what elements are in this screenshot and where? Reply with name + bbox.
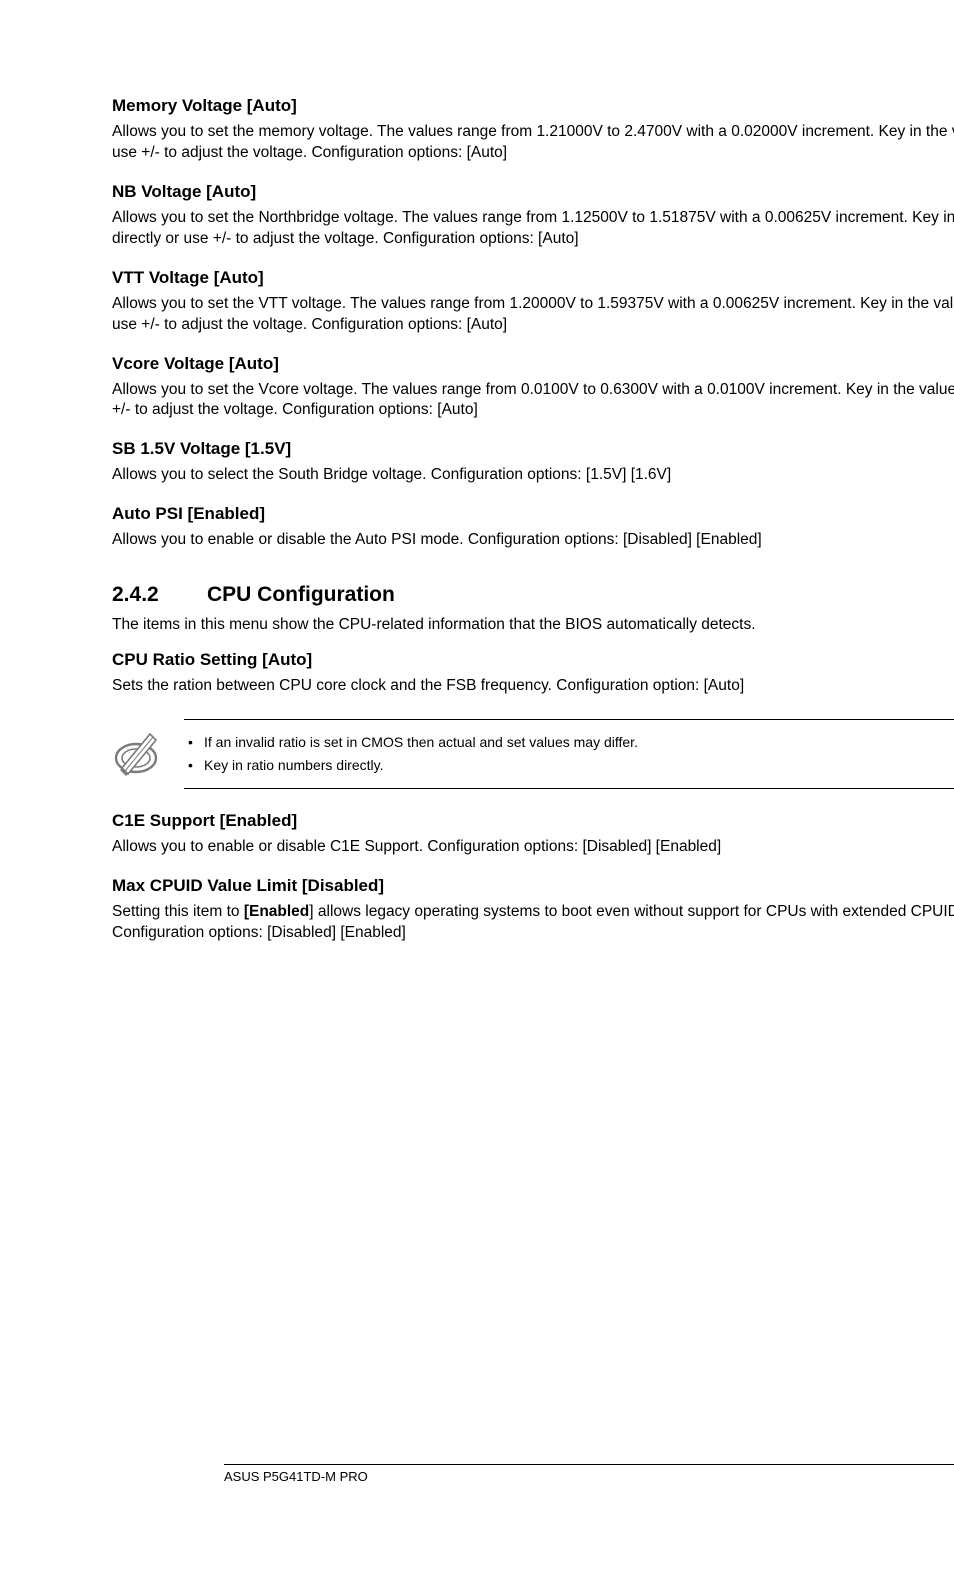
note-item: • Key in ratio numbers directly.: [184, 756, 954, 776]
note-text: If an invalid ratio is set in CMOS then …: [204, 733, 638, 753]
body-cpu-configuration: The items in this menu show the CPU-rela…: [112, 615, 954, 636]
section-vcore-voltage: Vcore Voltage [Auto] Allows you to set t…: [112, 354, 954, 422]
heading-vtt-voltage: VTT Voltage [Auto]: [112, 268, 954, 288]
section-cpu-configuration: 2.4.2CPU Configuration The items in this…: [112, 583, 954, 636]
heading-auto-psi: Auto PSI [Enabled]: [112, 504, 954, 524]
section-c1e-support: C1E Support [Enabled] Allows you to enab…: [112, 811, 954, 858]
bullet-icon: •: [184, 756, 204, 776]
heading-nb-voltage: NB Voltage [Auto]: [112, 182, 954, 202]
heading-title: CPU Configuration: [207, 583, 395, 606]
section-cpu-ratio: CPU Ratio Setting [Auto] Sets the ration…: [112, 650, 954, 697]
heading-number: 2.4.2: [112, 583, 207, 607]
heading-max-cpuid: Max CPUID Value Limit [Disabled]: [112, 876, 954, 896]
note-content: • If an invalid ratio is set in CMOS the…: [184, 719, 954, 789]
text-bold: [Enabled: [244, 903, 309, 920]
heading-c1e-support: C1E Support [Enabled]: [112, 811, 954, 831]
section-max-cpuid: Max CPUID Value Limit [Disabled] Setting…: [112, 876, 954, 944]
body-nb-voltage: Allows you to set the Northbridge voltag…: [112, 208, 954, 250]
section-sb-voltage: SB 1.5V Voltage [1.5V] Allows you to sel…: [112, 439, 954, 486]
page-footer: ASUS P5G41TD-M PRO 2-11: [224, 1464, 954, 1484]
heading-cpu-ratio: CPU Ratio Setting [Auto]: [112, 650, 954, 670]
body-c1e-support: Allows you to enable or disable C1E Supp…: [112, 837, 954, 858]
note-text: Key in ratio numbers directly.: [204, 756, 383, 776]
heading-cpu-configuration: 2.4.2CPU Configuration: [112, 583, 954, 607]
heading-sb-voltage: SB 1.5V Voltage [1.5V]: [112, 439, 954, 459]
text-pre: Setting this item to: [112, 903, 244, 920]
bullet-icon: •: [184, 733, 204, 753]
body-vtt-voltage: Allows you to set the VTT voltage. The v…: [112, 294, 954, 336]
note-item: • If an invalid ratio is set in CMOS the…: [184, 733, 954, 753]
heading-vcore-voltage: Vcore Voltage [Auto]: [112, 354, 954, 374]
section-vtt-voltage: VTT Voltage [Auto] Allows you to set the…: [112, 268, 954, 336]
heading-memory-voltage: Memory Voltage [Auto]: [112, 96, 954, 116]
body-max-cpuid: Setting this item to [Enabled] allows le…: [112, 902, 954, 944]
footer-product-name: ASUS P5G41TD-M PRO: [224, 1469, 368, 1484]
pencil-note-icon: [112, 728, 160, 781]
section-auto-psi: Auto PSI [Enabled] Allows you to enable …: [112, 504, 954, 551]
body-memory-voltage: Allows you to set the memory voltage. Th…: [112, 122, 954, 164]
body-sb-voltage: Allows you to select the South Bridge vo…: [112, 465, 954, 486]
section-nb-voltage: NB Voltage [Auto] Allows you to set the …: [112, 182, 954, 250]
body-vcore-voltage: Allows you to set the Vcore voltage. The…: [112, 380, 954, 422]
section-memory-voltage: Memory Voltage [Auto] Allows you to set …: [112, 96, 954, 164]
body-cpu-ratio: Sets the ration between CPU core clock a…: [112, 676, 954, 697]
body-auto-psi: Allows you to enable or disable the Auto…: [112, 530, 954, 551]
note-block: • If an invalid ratio is set in CMOS the…: [112, 719, 954, 789]
